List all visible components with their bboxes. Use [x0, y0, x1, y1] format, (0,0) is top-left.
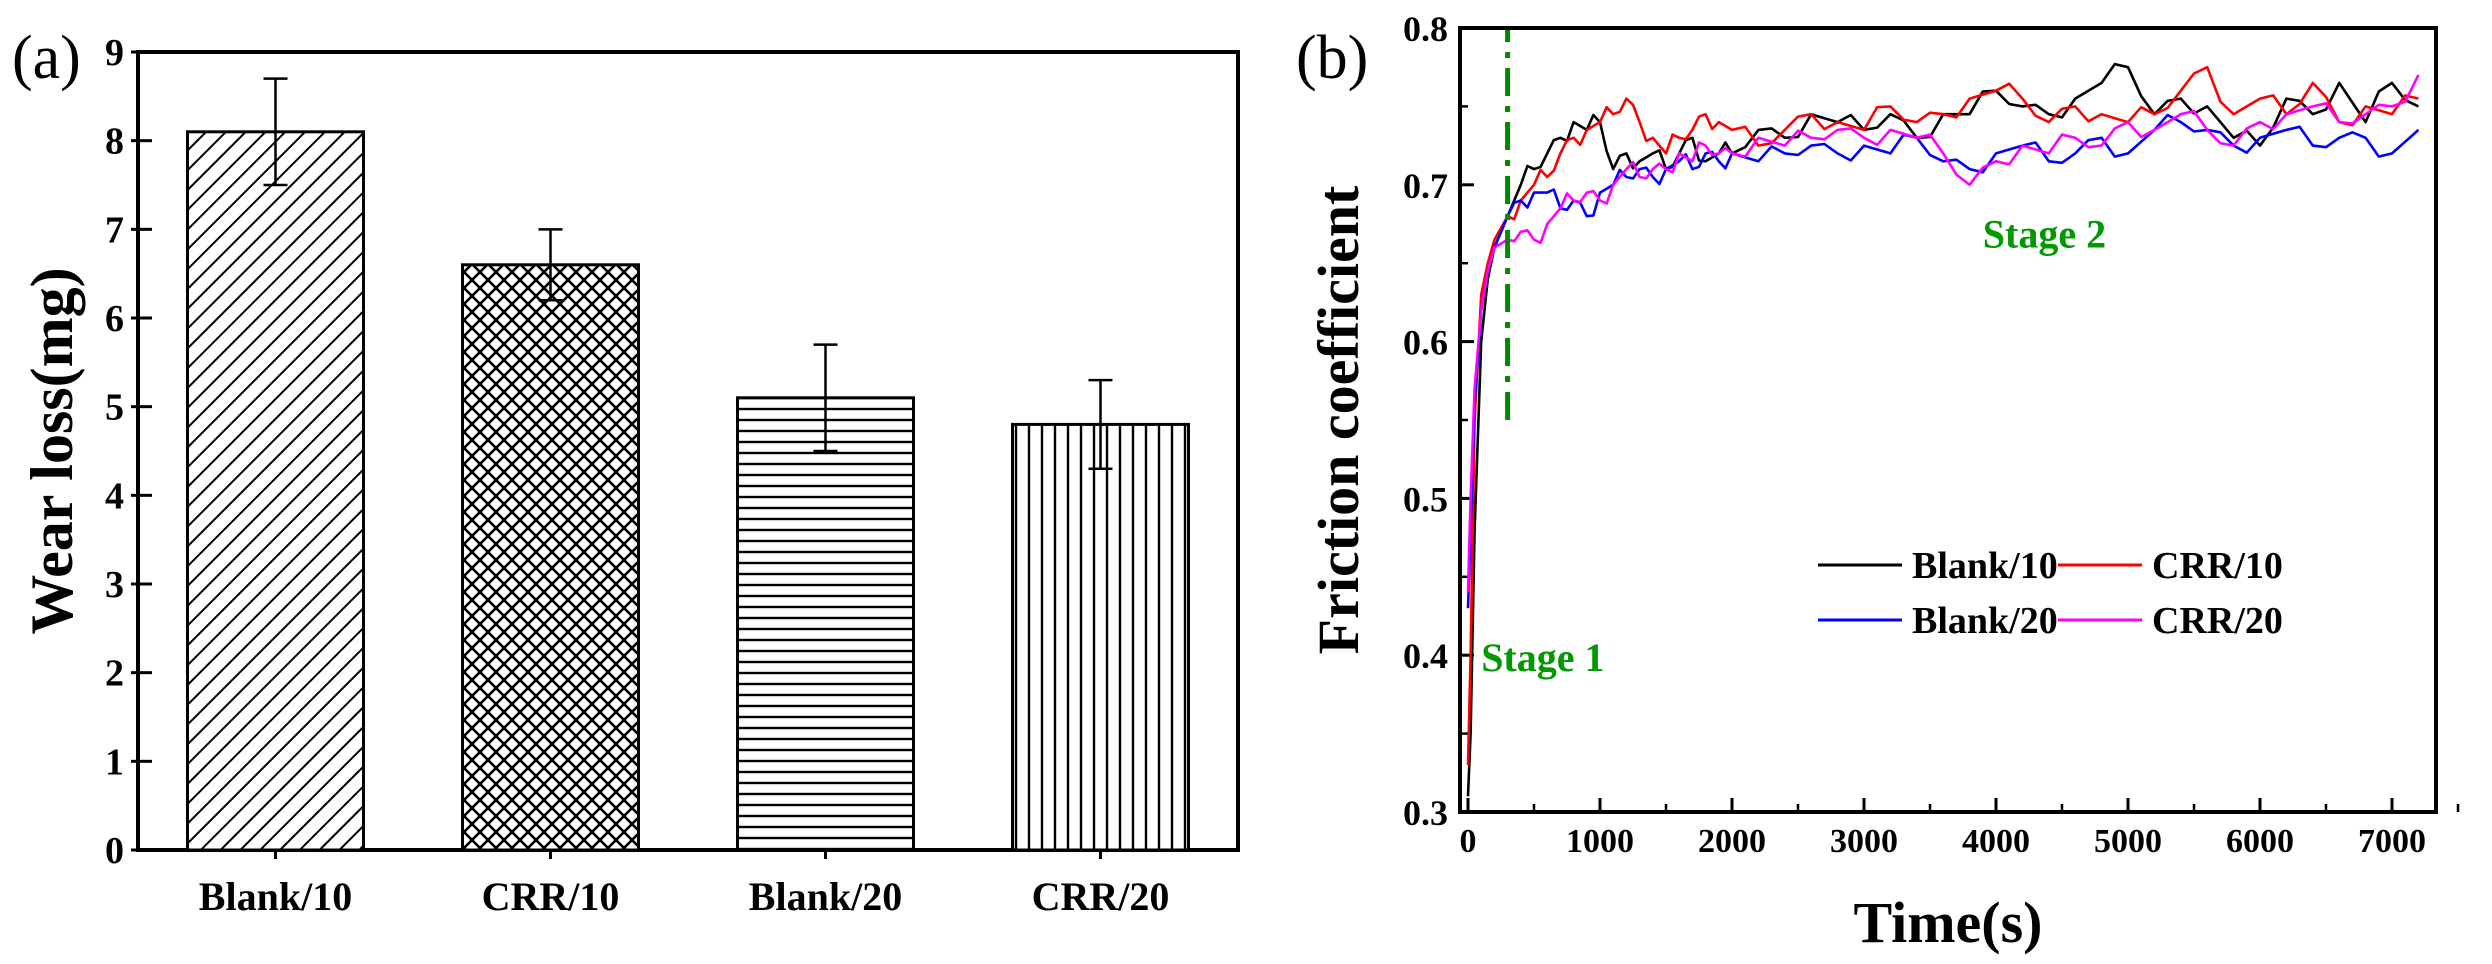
x-tick-label: 1000	[1566, 823, 1634, 860]
series-line-blank-20	[1466, 113, 2420, 609]
bar-blank-20	[736, 396, 915, 852]
x-tick-label-crr-20: CRR/20	[1032, 874, 1170, 919]
panel-a-frame	[136, 50, 1240, 852]
annotation-stage-2: Stage 2	[1983, 212, 2106, 257]
annotation-stage-1: Stage 1	[1481, 635, 1604, 680]
panel-b-x-axis: 0 1000 2000 3000 4000 5000 6000 7000	[1460, 798, 2460, 860]
panel-a-y-axis: 0 1 2 3 4 5 6 7 8 9	[105, 32, 152, 872]
panel-b-label: (b)	[1296, 24, 1368, 92]
y-tick-label: 6	[105, 298, 124, 340]
x-tick-label-blank-20: Blank/20	[749, 874, 902, 919]
panel-a-bars	[186, 77, 1190, 852]
panel-b-frame	[1458, 26, 2438, 814]
y-tick-label: 0.8	[1403, 9, 1448, 49]
panel-a: (a) 0 1 2 3 4 5 6 7 8 9 Blank/10 CRR/10 Blank/20 CRR…	[12, 24, 1240, 919]
legend-label-crr-10: CRR/10	[2152, 545, 2283, 587]
panel-b-x-axis-title: Time(s)	[1853, 890, 2042, 955]
y-tick-label: 5	[105, 387, 124, 429]
y-tick-label: 8	[105, 121, 124, 163]
y-tick-label: 9	[105, 32, 124, 74]
x-tick-label: 5000	[2094, 823, 2162, 860]
panel-b-legend: Blank/10 CRR/10 Blank/20 CRR/20	[1818, 545, 2283, 642]
x-tick-label: 3000	[1830, 823, 1898, 860]
x-tick-label-blank-10: Blank/10	[199, 874, 352, 919]
y-tick-label: 0.4	[1403, 636, 1448, 676]
x-tick-label: 7000	[2358, 823, 2426, 860]
y-tick-label: 0.5	[1403, 479, 1448, 519]
y-tick-label: 3	[105, 564, 124, 606]
legend-label-crr-20: CRR/20	[2152, 600, 2283, 642]
y-tick-label: 7	[105, 209, 124, 251]
y-tick-label: 0	[105, 830, 124, 872]
panel-a-y-axis-title: Wear loss(mg)	[19, 267, 85, 634]
x-tick-label-crr-10: CRR/10	[482, 874, 620, 919]
x-tick-label: 2000	[1698, 823, 1766, 860]
x-tick-label: 6000	[2226, 823, 2294, 860]
series-line-blank-10	[1466, 62, 2419, 797]
legend-label-blank-20: Blank/20	[1912, 600, 2058, 642]
y-tick-label: 1	[105, 741, 124, 783]
panel-b-series	[1466, 62, 2420, 797]
bar-blank-10	[186, 130, 365, 852]
legend-label-blank-10: Blank/10	[1912, 545, 2058, 587]
panel-a-x-axis: Blank/10 CRR/10 Blank/20 CRR/20	[199, 850, 1170, 919]
panel-b-y-axis: 0.3 0.4 0.5 0.6 0.7 0.8	[1403, 9, 1474, 833]
x-tick-label: 4000	[1962, 823, 2030, 860]
y-tick-label: 4	[105, 475, 124, 517]
panel-b-y-axis-title: Friction coefficient	[1306, 185, 1371, 654]
series-line-crr-10	[1466, 65, 2419, 766]
y-tick-label: 0.6	[1403, 323, 1448, 363]
x-tick-label: 0	[1460, 823, 1477, 860]
panel-a-label: (a)	[12, 24, 81, 92]
bar-crr-10	[461, 263, 640, 852]
series-line-crr-20	[1466, 74, 2420, 593]
y-tick-label: 2	[105, 653, 124, 695]
bar-crr-20	[1011, 422, 1190, 852]
y-tick-label: 0.7	[1403, 166, 1448, 206]
panel-b: (b) 0.3 0.4 0.5 0.6 0.7 0.8 0 1000 2000 3000 4000…	[1296, 9, 2460, 955]
y-tick-label: 0.3	[1403, 793, 1448, 833]
